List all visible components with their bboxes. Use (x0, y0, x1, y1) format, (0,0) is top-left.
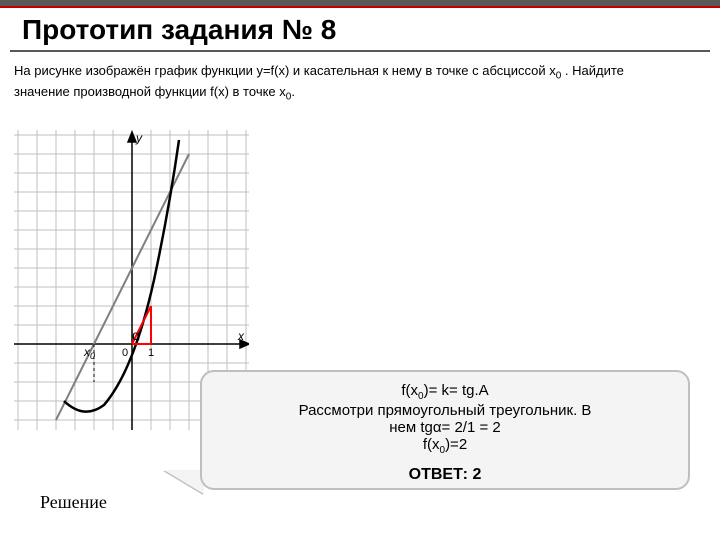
problem-line1a: На рисунке изображён график функции y=f(… (14, 63, 556, 78)
callout-tail (164, 470, 204, 494)
solution-callout: f(x0)= k= tg.A Рассмотри прямоугольный т… (200, 370, 690, 490)
page-title: Прототип задания № 8 (10, 8, 710, 52)
origin-1: 1 (148, 347, 154, 359)
solution-line4: f(x0)=2 (218, 436, 672, 456)
problem-line1b: . Найдите (561, 63, 624, 78)
y-axis-label: y (135, 131, 143, 145)
origin-0: 0 (122, 347, 128, 359)
resh-label: Решение (40, 492, 107, 513)
x-axis-label: x (237, 329, 245, 343)
top-bar (0, 0, 720, 8)
solution-line3: нем tgα= 2/1 = 2 (218, 419, 672, 436)
solution-line1: f(x0)= k= tg.A (218, 382, 672, 402)
alpha-label: α (132, 327, 140, 343)
problem-statement: На рисунке изображён график функции y=f(… (0, 52, 720, 110)
problem-line2b: . (291, 84, 295, 99)
solution-line2: Рассмотри прямоугольный треугольник. В (218, 402, 672, 419)
answer-text: ОТВЕТ: 2 (218, 466, 672, 484)
problem-line2a: значение производной функции f(x) в точк… (14, 84, 286, 99)
